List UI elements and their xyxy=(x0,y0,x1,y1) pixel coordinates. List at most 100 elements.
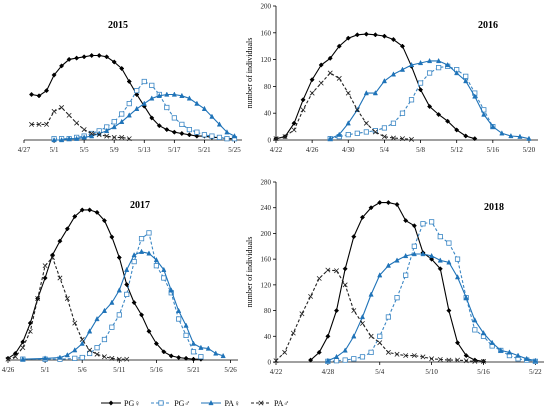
data-point xyxy=(198,344,204,350)
data-point xyxy=(481,111,487,117)
data-point xyxy=(463,73,469,79)
x-tick-label: 4/27 xyxy=(18,146,31,154)
legend-item-pg_m: PG♂ xyxy=(150,398,190,408)
data-point xyxy=(445,61,451,68)
data-point xyxy=(66,135,72,141)
data-point xyxy=(385,200,391,206)
data-point xyxy=(318,80,324,86)
data-point xyxy=(390,71,397,77)
data-point xyxy=(515,352,521,358)
data-point xyxy=(436,57,442,64)
legend-swatch xyxy=(250,400,271,406)
data-point xyxy=(273,136,279,142)
data-point xyxy=(116,312,122,318)
data-point xyxy=(411,250,417,257)
data-point xyxy=(316,275,322,281)
data-point xyxy=(104,54,110,60)
data-point xyxy=(51,136,57,143)
data-point xyxy=(96,52,102,59)
panel-title: 2017 xyxy=(130,200,150,211)
data-point xyxy=(363,31,369,37)
series-line xyxy=(275,269,484,362)
data-point xyxy=(359,214,366,220)
x-tick-label: 5/21 xyxy=(187,366,200,374)
y-tick-label: 40 xyxy=(264,110,272,118)
series-pa_f xyxy=(20,248,226,362)
legend-marker xyxy=(258,400,264,406)
data-point xyxy=(420,221,426,227)
y-axis-label: number of individuals xyxy=(245,237,254,308)
data-point xyxy=(390,120,397,126)
data-point xyxy=(333,353,340,360)
y-tick-label: 120 xyxy=(261,281,272,289)
data-point xyxy=(463,353,469,359)
x-tick-label: 4/26 xyxy=(306,146,319,154)
data-point xyxy=(437,234,443,240)
y-tick-label: 240 xyxy=(261,204,272,212)
data-point xyxy=(436,111,442,118)
data-point xyxy=(186,95,192,101)
data-point xyxy=(426,57,433,64)
data-point xyxy=(427,103,433,110)
data-point xyxy=(94,315,100,322)
data-point xyxy=(190,356,197,362)
series-pa_f xyxy=(327,57,532,141)
data-point xyxy=(345,120,351,126)
data-point xyxy=(390,135,396,141)
y-tick-label: 200 xyxy=(261,230,272,238)
data-point xyxy=(138,236,145,242)
y-tick-label: 280 xyxy=(261,179,272,187)
x-tick-label: 4/28 xyxy=(322,368,335,376)
data-point xyxy=(131,258,137,265)
series-pa_f xyxy=(51,91,238,143)
data-point xyxy=(385,262,391,268)
data-point xyxy=(342,347,348,353)
data-point xyxy=(299,311,305,317)
data-point xyxy=(359,354,366,360)
data-point xyxy=(81,54,87,60)
data-point xyxy=(308,293,314,299)
data-point xyxy=(437,257,443,263)
series-pg_m xyxy=(325,219,538,364)
data-point xyxy=(351,308,357,314)
data-point xyxy=(12,350,18,356)
data-point xyxy=(408,97,415,103)
data-point xyxy=(149,82,155,88)
series-line xyxy=(275,72,412,140)
data-point xyxy=(72,213,78,220)
series-pg_m xyxy=(51,78,238,142)
x-tick-label: 5/22 xyxy=(529,368,542,376)
y-tick-label: 0 xyxy=(268,137,272,145)
data-point xyxy=(153,263,159,269)
data-point xyxy=(101,354,107,360)
data-point xyxy=(72,320,78,326)
data-point xyxy=(161,275,167,281)
data-point xyxy=(454,127,460,133)
data-point xyxy=(5,356,11,362)
chart-panel-2018: 4/22 4/28 5/4 5/10 5/16 5/22 0 40 80 120 160 200 240… xyxy=(245,179,544,376)
data-point xyxy=(51,72,57,78)
series-pa_m xyxy=(273,70,414,142)
data-point xyxy=(316,349,322,355)
x-tick-label: 5/1 xyxy=(50,146,59,154)
data-point xyxy=(282,349,288,355)
data-point xyxy=(336,75,342,81)
data-point xyxy=(116,287,122,293)
data-point xyxy=(408,61,415,68)
data-point xyxy=(363,120,369,126)
data-point xyxy=(327,135,333,141)
data-point xyxy=(43,88,50,94)
data-point xyxy=(89,133,95,139)
data-point xyxy=(220,352,226,359)
data-point xyxy=(351,356,357,362)
x-tick-label: 5/5 xyxy=(80,146,89,154)
data-point xyxy=(89,52,95,59)
data-point xyxy=(74,120,80,126)
chart-panel-2015: 4/27 5/1 5/5 5/9 5/13 5/17 5/21 5/25 2015 xyxy=(18,20,242,154)
series-pg_f xyxy=(273,31,478,142)
data-point xyxy=(426,70,433,76)
data-point xyxy=(446,259,452,265)
legend: PG♀ PG♂ PA♀ PA♂ xyxy=(100,396,540,410)
data-point xyxy=(490,123,496,129)
x-tick-label: 5/10 xyxy=(425,368,438,376)
